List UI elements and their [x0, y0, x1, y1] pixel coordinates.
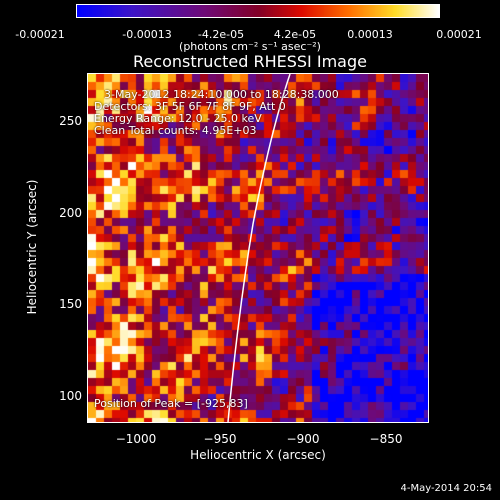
- colorbar-tick: -0.00021: [15, 28, 65, 41]
- time-range-label: 3-May-2012 18:24:10.000 to 18:28:38.000: [104, 88, 339, 101]
- y-tick-label: 250: [59, 114, 82, 128]
- y-tick-label: 150: [59, 297, 82, 311]
- y-axis-label: Heliocentric Y (arcsec): [25, 179, 39, 315]
- colorbar-units: (photons cm⁻² s⁻¹ asec⁻²): [179, 40, 321, 53]
- colorbar: [76, 4, 440, 18]
- solar-limb-line: [227, 74, 291, 422]
- x-axis-label: Heliocentric X (arcsec): [190, 448, 326, 462]
- energy-range-label: Energy Range: 12.0 - 25.0 keV: [94, 112, 262, 125]
- peak-position-label: Position of Peak = [-925,83]: [94, 397, 248, 410]
- x-tick-label: −950: [203, 432, 237, 446]
- y-tick-label: 100: [59, 389, 82, 403]
- colorbar-tick: 0.00013: [347, 28, 393, 41]
- detectors-label: Detectors: 3F 5F 6F 7F 8F 9F, Att 0: [94, 100, 286, 113]
- x-tick-label: −850: [369, 432, 403, 446]
- plot-title: Reconstructed RHESSI Image: [133, 52, 367, 71]
- x-tick-label: −1000: [115, 432, 157, 446]
- clean-counts-label: Clean Total counts: 4.95E+03: [94, 124, 257, 137]
- timestamp: 4-May-2014 20:54: [400, 483, 492, 494]
- colorbar-tick: -0.00013: [122, 28, 172, 41]
- image-plot: 3-May-2012 18:24:10.000 to 18:28:38.000 …: [87, 73, 429, 423]
- x-tick-label: −900: [286, 432, 320, 446]
- rhessi-image: [88, 74, 428, 422]
- colorbar-tick: 4.2e-05: [273, 28, 317, 41]
- y-tick-label: 200: [59, 206, 82, 220]
- colorbar-tick: -4.2e-05: [197, 28, 245, 41]
- colorbar-tick: 0.00021: [436, 28, 482, 41]
- limb-overlay: [227, 74, 291, 422]
